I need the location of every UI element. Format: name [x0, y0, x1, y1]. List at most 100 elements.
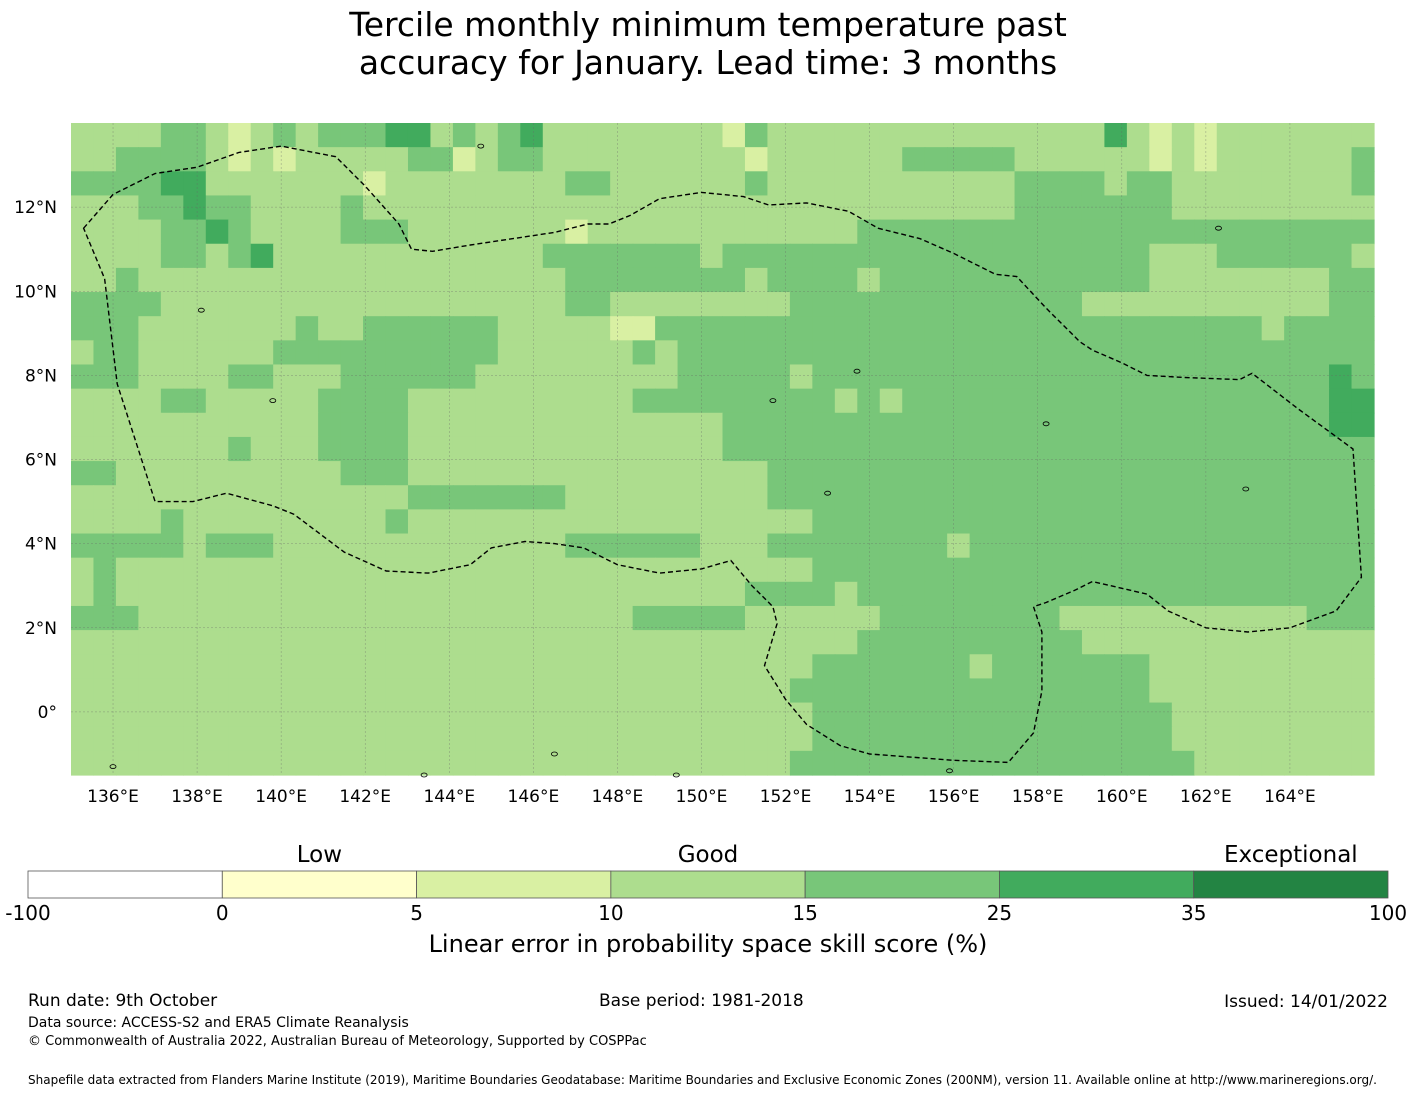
grid-cell: [610, 606, 633, 631]
grid-cell: [318, 630, 341, 655]
grid-cell: [430, 340, 453, 365]
grid-cell: [925, 461, 948, 486]
grid-cell: [1059, 220, 1082, 245]
grid-cell: [1172, 582, 1195, 607]
grid-cell: [790, 316, 813, 341]
grid-cell: [363, 437, 386, 462]
grid-cell: [678, 606, 701, 631]
grid-cell: [745, 703, 768, 728]
grid-cell: [992, 316, 1015, 341]
grid-cell: [206, 292, 229, 317]
grid-cell: [767, 244, 790, 269]
grid-cell: [543, 220, 566, 245]
grid-cell: [318, 654, 341, 679]
grid-cell: [588, 461, 611, 486]
grid-cell: [1059, 461, 1082, 486]
grid-cell: [1149, 292, 1172, 317]
grid-cell: [161, 123, 184, 148]
grid-cell: [1149, 630, 1172, 655]
grid-cell: [947, 316, 970, 341]
grid-cell: [498, 582, 521, 607]
grid-cell: [1262, 413, 1285, 438]
grid-cell: [992, 413, 1015, 438]
grid-cell: [700, 509, 723, 534]
grid-cell: [992, 195, 1015, 220]
grid-cell: [610, 123, 633, 148]
grid-cell: [296, 727, 319, 752]
grid-cell: [767, 413, 790, 438]
grid-cell: [116, 220, 139, 245]
grid-cell: [1284, 316, 1307, 341]
grid-cell: [970, 123, 993, 148]
grid-cell: [228, 461, 251, 486]
grid-cell: [318, 534, 341, 559]
grid-cell: [318, 461, 341, 486]
grid-cell: [835, 389, 858, 414]
grid-cell: [745, 268, 768, 293]
grid-cell: [1149, 171, 1172, 196]
grid-cell: [1082, 123, 1105, 148]
grid-cell: [116, 147, 139, 172]
grid-cell: [1127, 413, 1150, 438]
grid-cell: [1172, 220, 1195, 245]
grid-cell: [925, 316, 948, 341]
grid-cell: [1352, 340, 1375, 365]
grid-cell: [453, 534, 476, 559]
grid-cell: [1284, 195, 1307, 220]
grid-cell: [1037, 558, 1060, 583]
grid-cell: [925, 171, 948, 196]
grid-cell: [161, 437, 184, 462]
grid-cell: [520, 678, 543, 703]
grid-cell: [296, 147, 319, 172]
grid-cell: [1059, 437, 1082, 462]
grid-cell: [228, 606, 251, 631]
grid-cell: [296, 364, 319, 389]
grid-cell: [1284, 340, 1307, 365]
grid-cell: [857, 268, 880, 293]
grid-cell: [138, 244, 161, 269]
grid-cell: [1082, 751, 1105, 776]
grid-cell: [1352, 268, 1375, 293]
grid-cell: [363, 606, 386, 631]
grid-cell: [610, 582, 633, 607]
grid-cell: [970, 220, 993, 245]
grid-cell: [1329, 727, 1352, 752]
grid-cell: [880, 244, 903, 269]
grid-cell: [992, 485, 1015, 510]
grid-cell: [161, 340, 184, 365]
grid-cell: [902, 220, 925, 245]
grid-cell: [992, 582, 1015, 607]
grid-cell: [835, 654, 858, 679]
grid-cell: [925, 558, 948, 583]
grid-cell: [992, 534, 1015, 559]
grid-cell: [790, 171, 813, 196]
grid-cell: [1127, 606, 1150, 631]
data-source: Data source: ACCESS-S2 and ERA5 Climate …: [28, 1015, 409, 1031]
grid-cell: [1307, 147, 1330, 172]
grid-cell: [273, 220, 296, 245]
grid-cell: [1329, 171, 1352, 196]
grid-cell: [678, 630, 701, 655]
grid-cell: [610, 413, 633, 438]
grid-cell: [138, 195, 161, 220]
grid-cell: [161, 678, 184, 703]
grid-cell: [1059, 413, 1082, 438]
grid-cell: [1217, 630, 1240, 655]
grid-cell: [71, 340, 94, 365]
grid-cell: [318, 751, 341, 776]
grid-cell: [992, 461, 1015, 486]
skill-score-map: 136°E 138°E 140°E 142°E 144°E 146°E 148°E 150°E…: [0, 0, 1416, 830]
grid-cell: [745, 244, 768, 269]
grid-cell: [71, 727, 94, 752]
grid-cell: [678, 195, 701, 220]
grid-cell: [138, 606, 161, 631]
grid-cell: [116, 340, 139, 365]
grid-cell: [588, 534, 611, 559]
grid-cell: [1307, 630, 1330, 655]
grid-cell: [1037, 389, 1060, 414]
grid-cell: [947, 268, 970, 293]
grid-cell: [408, 582, 431, 607]
grid-cell: [363, 654, 386, 679]
grid-cell: [408, 509, 431, 534]
grid-cell: [116, 437, 139, 462]
